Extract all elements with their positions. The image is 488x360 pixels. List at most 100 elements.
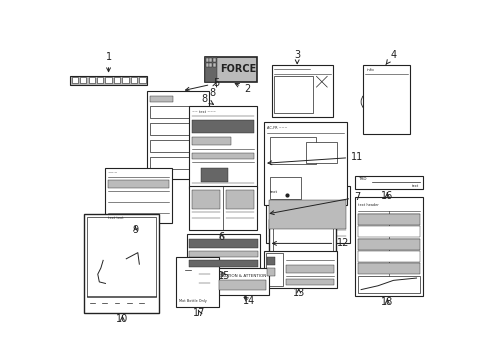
Bar [357, 214, 419, 225]
Bar [70, 76, 147, 85]
Text: 3: 3 [294, 50, 300, 64]
Bar [80, 77, 86, 83]
Text: text header: text header [357, 203, 378, 207]
Bar [150, 95, 173, 102]
Text: FORCE: FORCE [220, 64, 256, 75]
Bar [218, 280, 266, 289]
Bar [285, 265, 333, 273]
Circle shape [300, 160, 312, 172]
Bar [357, 264, 419, 274]
Text: 14: 14 [243, 296, 255, 306]
Bar [271, 65, 333, 117]
Bar [204, 57, 217, 82]
Bar [209, 63, 212, 67]
Bar [226, 190, 254, 209]
Bar [216, 268, 268, 295]
Bar [71, 77, 78, 83]
Bar [362, 65, 409, 134]
Text: 2: 2 [235, 84, 250, 94]
Ellipse shape [199, 270, 210, 287]
Bar [189, 186, 257, 230]
Bar [268, 219, 336, 269]
Bar [264, 122, 346, 205]
Bar [357, 239, 419, 249]
Text: text text: text text [107, 216, 123, 220]
Text: text: text [411, 184, 418, 188]
Bar [139, 77, 145, 83]
Bar [192, 120, 254, 132]
Text: 8: 8 [209, 82, 216, 98]
Bar [357, 251, 419, 262]
Circle shape [274, 160, 286, 172]
Bar [269, 199, 346, 229]
Text: AC-FR ~~~: AC-FR ~~~ [266, 126, 287, 130]
Circle shape [311, 72, 331, 92]
Bar [192, 153, 254, 159]
Bar [192, 137, 230, 145]
Text: info: info [366, 68, 373, 72]
Bar [150, 106, 205, 118]
Text: TRD: TRD [357, 177, 366, 181]
Bar [104, 168, 172, 223]
Text: 18: 18 [380, 297, 393, 307]
Bar [270, 137, 316, 164]
Bar [114, 77, 120, 83]
Bar [209, 58, 212, 62]
Text: 16: 16 [380, 191, 393, 201]
Ellipse shape [106, 245, 125, 276]
Text: 13: 13 [292, 288, 304, 298]
Bar [357, 226, 419, 237]
Text: 15: 15 [218, 271, 230, 281]
Bar [176, 257, 218, 307]
Circle shape [365, 97, 374, 106]
Text: 11: 11 [267, 152, 363, 165]
Bar [150, 123, 205, 135]
Circle shape [321, 162, 329, 171]
Ellipse shape [134, 268, 144, 276]
Circle shape [379, 97, 388, 106]
Bar [266, 268, 274, 276]
Bar [189, 251, 257, 257]
Bar [204, 57, 257, 82]
Text: text: text [269, 190, 277, 194]
Text: 6: 6 [218, 232, 224, 242]
Bar [270, 177, 301, 199]
Text: 17: 17 [193, 308, 205, 318]
Bar [266, 253, 283, 286]
Bar [189, 106, 257, 189]
Bar [87, 217, 156, 297]
Bar [285, 279, 333, 285]
Circle shape [360, 93, 379, 111]
Bar [266, 257, 274, 265]
Circle shape [374, 93, 393, 111]
Text: 5: 5 [185, 78, 219, 91]
Bar [201, 168, 227, 182]
Bar [150, 140, 205, 152]
Bar [205, 58, 208, 62]
Bar [274, 76, 312, 113]
Bar [131, 77, 137, 83]
Text: Mot Bottle Only: Mot Bottle Only [178, 299, 206, 303]
Bar [147, 91, 208, 180]
Text: 7: 7 [270, 192, 360, 215]
Circle shape [388, 93, 407, 111]
Bar [107, 180, 169, 188]
Bar [97, 77, 103, 83]
Bar [354, 176, 422, 189]
Bar [213, 58, 216, 62]
Bar [264, 251, 337, 288]
Circle shape [393, 97, 402, 106]
Text: 12: 12 [272, 238, 349, 248]
Bar [306, 142, 337, 163]
Bar [187, 234, 260, 271]
Text: 1: 1 [105, 52, 111, 72]
Bar [189, 239, 257, 248]
Bar [192, 190, 220, 209]
Text: 8: 8 [202, 94, 213, 104]
Text: 10: 10 [116, 314, 128, 324]
Text: 9: 9 [132, 225, 138, 235]
Bar [205, 63, 208, 67]
Bar [272, 222, 332, 265]
Text: ~~~: ~~~ [107, 171, 118, 175]
Bar [213, 63, 216, 67]
